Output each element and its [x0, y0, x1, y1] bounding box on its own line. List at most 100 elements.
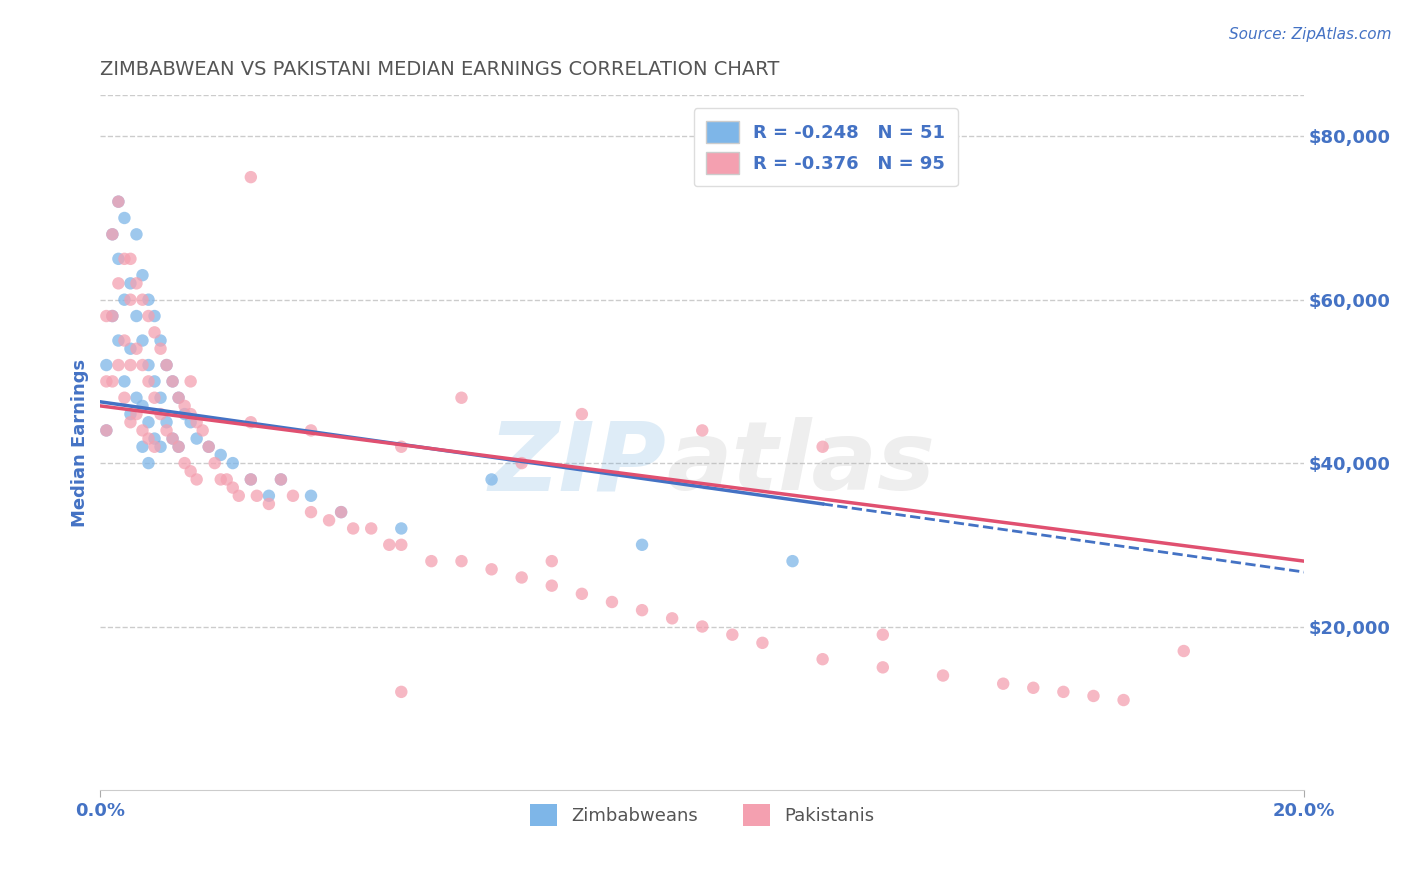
- Point: [96, 309, 118, 323]
- Point: [690, 424, 713, 438]
- Point: [155, 358, 177, 372]
- Point: [131, 268, 153, 282]
- Point: [138, 375, 160, 389]
- Point: [131, 293, 153, 307]
- Point: [299, 505, 322, 519]
- Point: [162, 432, 184, 446]
- Point: [270, 472, 292, 486]
- Point: [1052, 685, 1074, 699]
- Point: [932, 668, 955, 682]
- Point: [112, 252, 135, 266]
- Point: [1083, 689, 1105, 703]
- Point: [138, 432, 160, 446]
- Point: [120, 415, 142, 429]
- Point: [120, 293, 142, 307]
- Point: [131, 358, 153, 372]
- Point: [149, 334, 172, 348]
- Point: [112, 211, 135, 225]
- Point: [209, 448, 232, 462]
- Point: [107, 277, 129, 291]
- Point: [257, 497, 280, 511]
- Point: [180, 375, 202, 389]
- Point: [143, 326, 166, 340]
- Text: ZIP: ZIP: [488, 417, 666, 510]
- Point: [138, 358, 160, 372]
- Point: [173, 456, 195, 470]
- Point: [631, 603, 654, 617]
- Point: [125, 309, 148, 323]
- Point: [162, 432, 184, 446]
- Point: [239, 170, 262, 185]
- Point: [239, 472, 262, 486]
- Point: [571, 587, 593, 601]
- Point: [96, 358, 118, 372]
- Point: [167, 391, 190, 405]
- Y-axis label: Median Earnings: Median Earnings: [72, 359, 89, 527]
- Point: [138, 309, 160, 323]
- Point: [138, 456, 160, 470]
- Point: [540, 579, 562, 593]
- Point: [173, 407, 195, 421]
- Text: atlas: atlas: [666, 417, 935, 510]
- Point: [167, 440, 190, 454]
- Point: [389, 538, 412, 552]
- Point: [101, 375, 124, 389]
- Point: [101, 309, 124, 323]
- Point: [510, 456, 533, 470]
- Point: [215, 472, 238, 486]
- Point: [993, 676, 1015, 690]
- Point: [131, 440, 153, 454]
- Point: [96, 375, 118, 389]
- Point: [197, 440, 219, 454]
- Point: [107, 334, 129, 348]
- Point: [872, 660, 894, 674]
- Legend: Zimbabweans, Pakistanis: Zimbabweans, Pakistanis: [523, 797, 882, 833]
- Point: [330, 505, 353, 519]
- Point: [101, 309, 124, 323]
- Point: [143, 391, 166, 405]
- Point: [120, 342, 142, 356]
- Point: [143, 440, 166, 454]
- Point: [173, 399, 195, 413]
- Point: [228, 489, 250, 503]
- Point: [510, 570, 533, 584]
- Text: ZIMBABWEAN VS PAKISTANI MEDIAN EARNINGS CORRELATION CHART: ZIMBABWEAN VS PAKISTANI MEDIAN EARNINGS …: [100, 60, 780, 78]
- Point: [389, 440, 412, 454]
- Point: [186, 415, 208, 429]
- Point: [107, 194, 129, 209]
- Point: [101, 227, 124, 242]
- Point: [162, 375, 184, 389]
- Point: [125, 407, 148, 421]
- Point: [299, 424, 322, 438]
- Point: [149, 342, 172, 356]
- Point: [120, 358, 142, 372]
- Point: [1173, 644, 1195, 658]
- Point: [186, 432, 208, 446]
- Point: [149, 407, 172, 421]
- Point: [149, 391, 172, 405]
- Text: Source: ZipAtlas.com: Source: ZipAtlas.com: [1229, 27, 1392, 42]
- Point: [389, 685, 412, 699]
- Point: [131, 424, 153, 438]
- Point: [162, 375, 184, 389]
- Point: [751, 636, 773, 650]
- Point: [167, 391, 190, 405]
- Point: [149, 440, 172, 454]
- Point: [120, 252, 142, 266]
- Point: [155, 358, 177, 372]
- Point: [120, 407, 142, 421]
- Point: [209, 472, 232, 486]
- Point: [811, 652, 834, 666]
- Point: [167, 440, 190, 454]
- Point: [112, 334, 135, 348]
- Point: [155, 424, 177, 438]
- Point: [631, 538, 654, 552]
- Point: [107, 358, 129, 372]
- Point: [191, 424, 214, 438]
- Point: [180, 464, 202, 478]
- Point: [180, 407, 202, 421]
- Point: [257, 489, 280, 503]
- Point: [107, 252, 129, 266]
- Point: [782, 554, 804, 568]
- Point: [125, 277, 148, 291]
